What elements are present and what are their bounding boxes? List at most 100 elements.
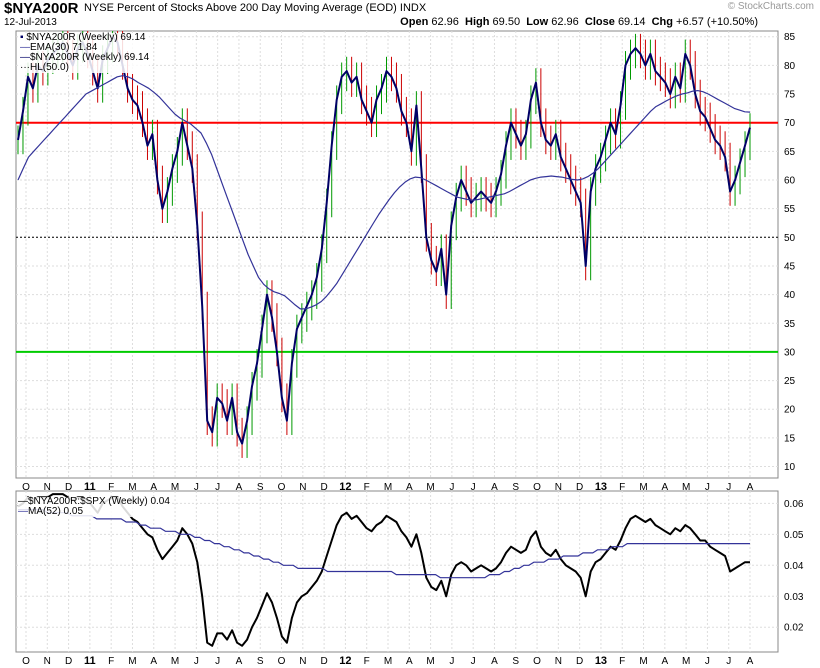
y-tick-label: 0.04 xyxy=(784,561,804,572)
x-tick-label-bottom: D xyxy=(576,656,583,667)
legend-ratio: —$NYA200R:$SPX (Weekly) 0.04 xyxy=(18,496,170,507)
x-tick-label-bottom: M xyxy=(128,656,136,667)
x-tick-label-top: M xyxy=(426,482,434,493)
x-tick-label-bottom: M xyxy=(171,656,179,667)
x-tick-label-bottom: S xyxy=(257,656,264,667)
x-tick-label-top: 11 xyxy=(84,481,96,493)
x-tick-label-bottom: O xyxy=(533,656,541,667)
y-tick-label: 65 xyxy=(784,147,796,158)
x-tick-label-bottom: A xyxy=(491,656,498,667)
x-tick-label-bottom: O xyxy=(22,656,30,667)
x-tick-label-bottom: F xyxy=(364,656,370,667)
chart-header: $NYA200R NYSE Percent of Stocks Above 20… xyxy=(0,0,820,30)
x-tick-label-top: J xyxy=(194,482,199,493)
x-tick-label-top: J xyxy=(705,482,710,493)
x-tick-label-top: S xyxy=(512,482,519,493)
y-tick-label: 85 xyxy=(784,32,796,43)
x-tick-label-top: M xyxy=(171,482,179,493)
x-tick-label-top: D xyxy=(65,482,72,493)
x-tick-label-top: O xyxy=(533,482,541,493)
y-tick-label: 70 xyxy=(784,118,796,129)
x-tick-label-top: M xyxy=(128,482,136,493)
x-tick-label-top: F xyxy=(619,482,625,493)
y-tick-label: 55 xyxy=(784,204,796,215)
x-tick-label-top: M xyxy=(639,482,647,493)
symbol-description: NYSE Percent of Stocks Above 200 Day Mov… xyxy=(84,2,426,14)
x-tick-label-bottom: F xyxy=(108,656,114,667)
y-tick-label: 45 xyxy=(784,261,796,272)
brand-watermark: © StockCharts.com xyxy=(727,1,814,12)
x-tick-label-bottom: S xyxy=(512,656,519,667)
x-tick-label-top: S xyxy=(257,482,264,493)
legend-ema: —EMA(30) 71.84 xyxy=(20,42,98,53)
y-tick-label: 40 xyxy=(784,290,796,301)
x-tick-label-bottom: O xyxy=(278,656,286,667)
y-tick-label: 20 xyxy=(784,405,796,416)
x-tick-label-top: A xyxy=(747,482,754,493)
series-line-1-1 xyxy=(17,35,751,445)
description-text: NYSE Percent of Stocks Above 200 Day Mov… xyxy=(84,2,397,14)
x-tick-label-bottom: M xyxy=(384,656,392,667)
top-legend: ▪ $NYA200R (Weekly) 69.14 —EMA(30) 71.84… xyxy=(20,32,150,73)
y-tick-label: 25 xyxy=(784,376,796,387)
x-tick-label-top: 13 xyxy=(595,481,607,493)
y-tick-label: 75 xyxy=(784,90,796,101)
x-tick-label-top: A xyxy=(150,482,157,493)
legend-price-line: —$NYA200R (Weekly) 69.14 xyxy=(20,52,150,63)
x-tick-label-top: N xyxy=(299,482,306,493)
x-tick-label-top: F xyxy=(364,482,370,493)
y-tick-label: 60 xyxy=(784,176,796,187)
x-tick-label-bottom: F xyxy=(619,656,625,667)
x-tick-label-top: D xyxy=(321,482,328,493)
x-tick-label-bottom: J xyxy=(705,656,710,667)
x-tick-label-top: 12 xyxy=(339,481,351,493)
y-tick-label: 50 xyxy=(784,233,796,244)
x-tick-label-top: N xyxy=(44,482,51,493)
close-value: 69.14 xyxy=(617,16,646,28)
x-tick-label-bottom: 12 xyxy=(339,655,351,667)
bottom-legend: —$NYA200R:$SPX (Weekly) 0.04 —MA(52) 0.0… xyxy=(18,497,170,517)
x-tick-label-top: J xyxy=(726,482,731,493)
y-tick-label: 0.02 xyxy=(784,623,804,634)
y-tick-label: 80 xyxy=(784,61,796,72)
x-tick-label-bottom: J xyxy=(449,656,454,667)
x-tick-label-bottom: J xyxy=(194,656,199,667)
x-tick-label-bottom: 13 xyxy=(595,655,607,667)
series-line-1-2 xyxy=(17,75,751,310)
chg-label: Chg xyxy=(651,16,673,28)
close-label: Close xyxy=(584,16,615,28)
x-tick-label-top: O xyxy=(22,482,30,493)
y-tick-label: 0.05 xyxy=(784,530,804,541)
x-tick-label-top: A xyxy=(491,482,498,493)
legend-price: ▪ $NYA200R (Weekly) 69.14 xyxy=(20,32,146,43)
chart-date: 12-Jul-2013 xyxy=(4,17,57,28)
x-tick-label-top: F xyxy=(108,482,114,493)
x-tick-label-top: J xyxy=(471,482,476,493)
x-tick-label-top: A xyxy=(661,482,668,493)
x-tick-label-bottom: A xyxy=(236,656,243,667)
x-tick-label-bottom: D xyxy=(65,656,72,667)
y-tick-label: 0.03 xyxy=(784,592,804,603)
exchange-text: INDX xyxy=(399,2,427,14)
x-tick-label-top: J xyxy=(215,482,220,493)
low-value: 62.96 xyxy=(551,16,579,28)
x-tick-label-top: N xyxy=(555,482,562,493)
legend-ma: —MA(52) 0.05 xyxy=(18,506,84,517)
x-tick-label-top: D xyxy=(576,482,583,493)
x-tick-label-bottom: M xyxy=(682,656,690,667)
x-tick-label-bottom: J xyxy=(471,656,476,667)
ohlc-readout: Open 62.96 High 69.50 Low 62.96 Close 69… xyxy=(400,16,758,28)
y-tick-label: 10 xyxy=(784,462,796,473)
x-tick-label-bottom: N xyxy=(555,656,562,667)
x-tick-label-bottom: J xyxy=(215,656,220,667)
x-tick-label-bottom: N xyxy=(299,656,306,667)
x-tick-label-bottom: 11 xyxy=(84,655,96,667)
series-line-2-2 xyxy=(18,509,750,579)
panel-frame-2 xyxy=(15,490,779,653)
chg-value: +6.57 (+10.50%) xyxy=(676,16,758,28)
x-tick-label-bottom: A xyxy=(406,656,413,667)
x-tick-label-top: A xyxy=(236,482,243,493)
x-tick-label-top: A xyxy=(406,482,413,493)
x-tick-label-bottom: A xyxy=(150,656,157,667)
